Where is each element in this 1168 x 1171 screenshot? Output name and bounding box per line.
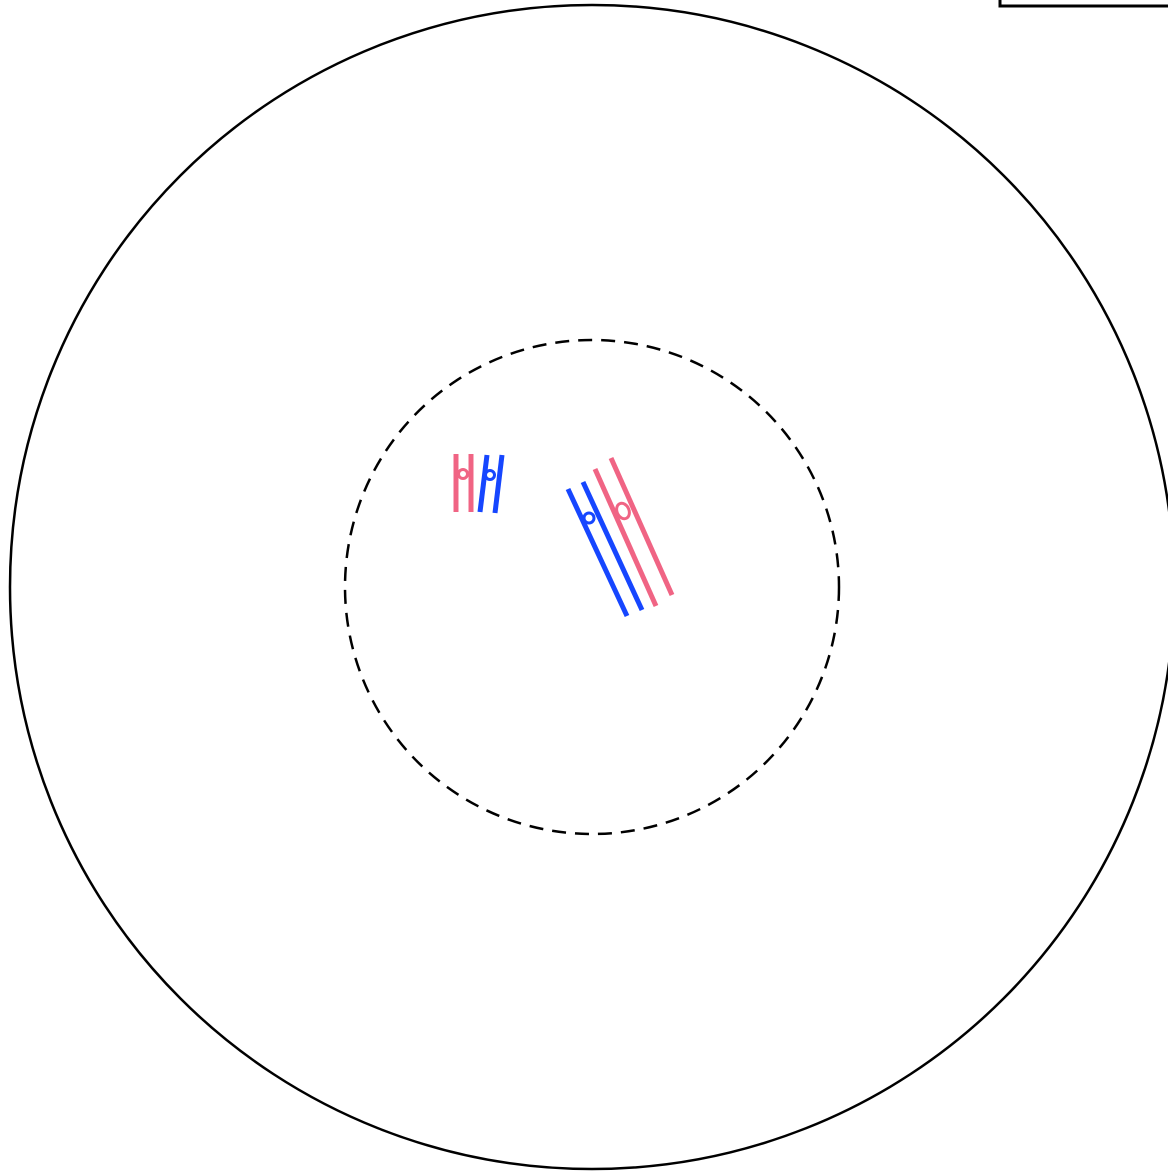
- marker-line: [477, 454, 490, 513]
- marker-line: [608, 456, 675, 597]
- marker-line: [565, 487, 630, 618]
- marker-line: [492, 454, 505, 514]
- marker-circle: [615, 501, 631, 521]
- marker-line: [592, 467, 659, 608]
- marker-blue-vertical: [477, 454, 505, 514]
- marker-circle: [582, 511, 596, 525]
- outer-circle: [8, 3, 1168, 1171]
- marker-pink-diagonal: [592, 456, 675, 608]
- marker-blue-diagonal: [565, 480, 645, 618]
- marker-circle: [457, 468, 469, 480]
- marker-pink-vertical: [453, 454, 474, 512]
- legend-box-frame: [998, 0, 1168, 8]
- marker-line: [580, 480, 645, 612]
- marker-circle: [484, 469, 496, 481]
- inner-dashed-circle: [343, 338, 841, 836]
